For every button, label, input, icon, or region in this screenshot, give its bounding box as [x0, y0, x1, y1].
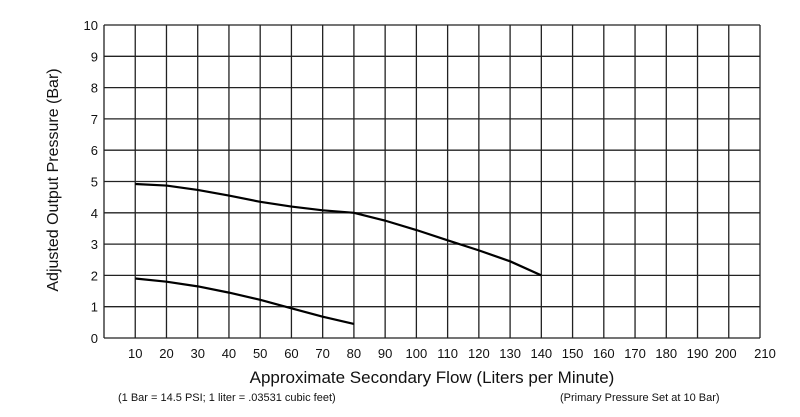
x-tick-label: 110: [437, 346, 458, 361]
x-tick-label: 80: [347, 346, 361, 361]
x-tick-label: 70: [315, 346, 329, 361]
y-tick-label: 9: [91, 49, 98, 64]
x-tick-label: 120: [468, 346, 490, 361]
y-tick-labels: 0 1 2 3 4 5 6 7 8 9 10: [84, 18, 98, 346]
unit-conversion-note: (1 Bar = 14.5 PSI; 1 liter = .03531 cubi…: [118, 392, 336, 404]
x-tick-label: 150: [562, 346, 584, 361]
grid: [103, 24, 761, 339]
y-tick-label: 10: [84, 18, 98, 33]
y-axis-label: Adjusted Output Pressure (Bar): [45, 68, 62, 291]
x-tick-labels: 10 20 30 40 50 60 70 80 90 100 110 120 130 140 150 160 1…: [128, 346, 776, 361]
x-tick-label: 130: [499, 346, 521, 361]
series-line-lower: [135, 277, 355, 325]
x-tick-label: 20: [159, 346, 173, 361]
x-tick-label: 200: [715, 346, 737, 361]
y-tick-label: 8: [91, 81, 98, 96]
x-tick-label: 140: [530, 346, 552, 361]
x-tick-label: 160: [593, 346, 615, 361]
x-axis-label: Approximate Secondary Flow (Liters per M…: [250, 368, 615, 387]
x-tick-label: 100: [406, 346, 428, 361]
y-tick-label: 1: [91, 300, 98, 315]
y-tick-label: 3: [91, 237, 98, 252]
y-tick-label: 4: [91, 206, 98, 221]
y-tick-label: 2: [91, 268, 98, 283]
primary-pressure-note: (Primary Pressure Set at 10 Bar): [560, 392, 720, 404]
x-tick-label: 180: [655, 346, 677, 361]
x-tick-label: 210: [754, 346, 776, 361]
y-tick-label: 6: [91, 143, 98, 158]
y-tick-label: 5: [91, 175, 98, 190]
y-tick-label: 0: [91, 331, 98, 346]
x-tick-label: 10: [128, 346, 142, 361]
x-tick-label: 90: [378, 346, 392, 361]
y-tick-label: 7: [91, 112, 98, 127]
x-tick-label: 40: [222, 346, 236, 361]
x-tick-label: 60: [284, 346, 298, 361]
x-tick-label: 50: [253, 346, 267, 361]
x-tick-label: 170: [624, 346, 646, 361]
x-tick-label: 190: [687, 346, 709, 361]
x-tick-label: 30: [190, 346, 204, 361]
series-lines: [135, 182, 542, 325]
series-line-upper: [135, 182, 542, 277]
